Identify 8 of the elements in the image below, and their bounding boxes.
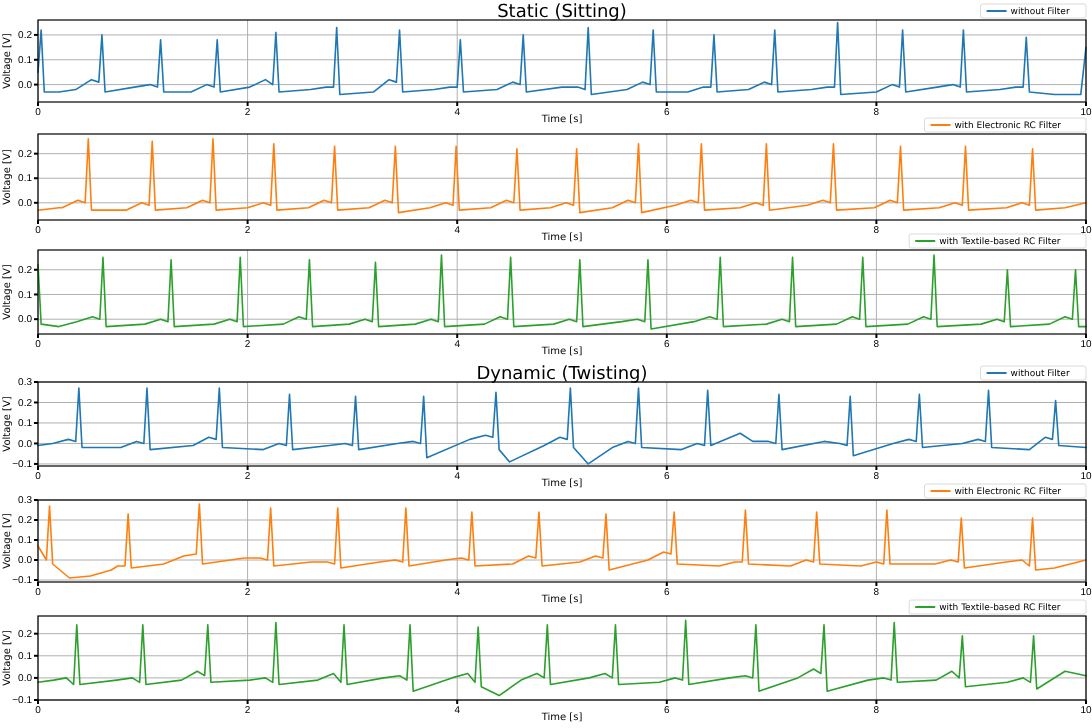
line-series bbox=[37, 138, 1087, 214]
line-series bbox=[37, 619, 1087, 697]
chart-title: Dynamic (Twisting) bbox=[476, 365, 648, 385]
line-series bbox=[37, 254, 1087, 330]
line-series bbox=[37, 387, 1087, 465]
line-series bbox=[37, 21, 1087, 96]
line-series bbox=[37, 503, 1087, 579]
chart-title: Static (Sitting) bbox=[497, 3, 627, 23]
